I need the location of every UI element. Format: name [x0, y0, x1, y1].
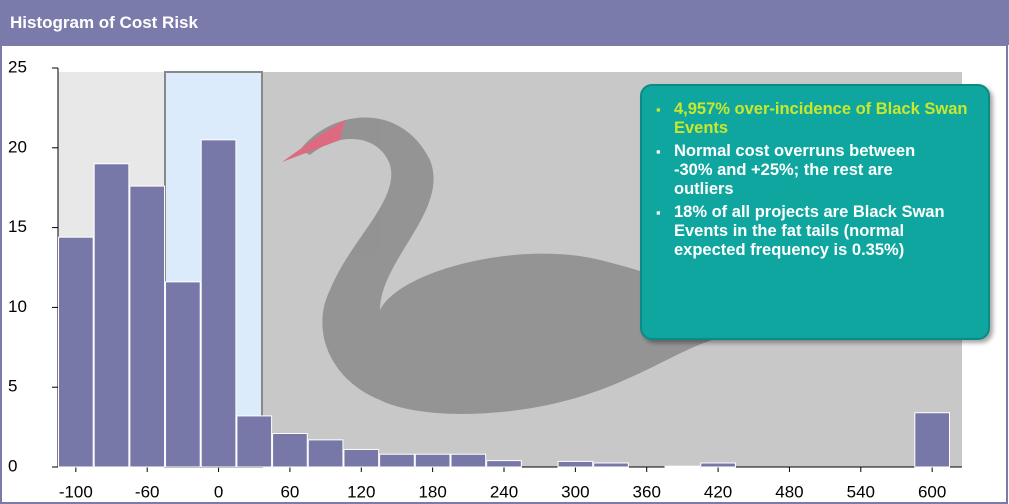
- bar: [557, 460, 594, 468]
- x-tick-label: 180: [418, 482, 446, 501]
- y-tick-label: 20: [8, 137, 27, 156]
- x-tick-label: 600: [918, 482, 946, 501]
- callout-list: 4,957% over-incidence of Black Swan Even…: [656, 100, 976, 260]
- bar: [307, 439, 344, 468]
- bar: [593, 462, 629, 468]
- y-tick-label: 10: [8, 297, 27, 316]
- callout-item: 18% of all projects are Black Swan Event…: [656, 203, 959, 260]
- bar: [486, 460, 522, 468]
- bar: [914, 412, 951, 468]
- bar: [664, 465, 701, 468]
- bar: [343, 448, 380, 468]
- x-tick-label: 300: [561, 482, 589, 501]
- bar: [58, 236, 94, 468]
- bar: [379, 453, 415, 468]
- bar: [700, 462, 736, 468]
- y-tick-label: 5: [8, 377, 17, 396]
- y-tick-label: 0: [8, 456, 17, 475]
- bar: [93, 163, 130, 468]
- x-tick-label: 60: [280, 482, 299, 501]
- x-tick-label: 120: [347, 482, 375, 501]
- panel-title: Histogram of Cost Risk: [10, 13, 198, 32]
- bar: [236, 415, 273, 468]
- frame-border: [0, 44, 1008, 504]
- x-tick-label: 420: [704, 482, 732, 501]
- x-tick-label: 240: [490, 482, 518, 501]
- callout-item: Normal cost overruns between -30% and +2…: [656, 142, 944, 199]
- y-tick-label: 15: [8, 217, 27, 236]
- x-tick-label: -60: [135, 482, 160, 501]
- x-tick-label: 360: [633, 482, 661, 501]
- x-tick-label: 0: [214, 482, 223, 501]
- bar: [200, 139, 237, 468]
- bar: [414, 453, 451, 468]
- x-tick-label: 540: [847, 482, 875, 501]
- header: Histogram of Cost Risk: [0, 0, 1009, 45]
- bar: [129, 185, 166, 468]
- x-tick-label: 480: [775, 482, 803, 501]
- callout-item: 4,957% over-incidence of Black Swan Even…: [656, 100, 976, 138]
- callout: 4,957% over-incidence of Black Swan Even…: [640, 84, 990, 340]
- y-tick-label: 25: [8, 57, 27, 76]
- x-tick-label: -100: [59, 482, 93, 501]
- bar: [450, 453, 487, 468]
- bar: [165, 281, 201, 468]
- bar: [272, 432, 308, 468]
